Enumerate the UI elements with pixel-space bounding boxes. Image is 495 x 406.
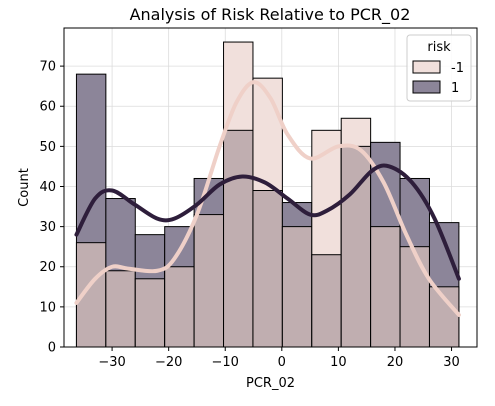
x-tick-label: 30 [443,355,460,370]
bar-risk--1 [399,246,430,348]
bar-risk--1 [134,278,166,348]
kde-line-risk--1 [74,80,461,317]
y-tick-label: 0 [48,341,56,356]
x-tick-label: 0 [278,355,286,370]
bar-risk--1 [370,226,401,348]
kde-curves [74,80,461,317]
y-tick-label: 60 [39,100,56,115]
y-tick-label: 10 [39,300,56,315]
x-tick-label: −30 [98,355,125,370]
x-tick-label: −20 [155,355,182,370]
bar-risk-1 [340,145,372,348]
legend: risk-1 1 [406,34,472,102]
y-tick-label: 50 [39,140,56,155]
legend-label-risk-1: 1 [451,81,459,96]
y-axis: 0 10 20 30 40 50 60 70 [39,60,64,356]
x-tick-label: 20 [387,355,404,370]
x-tick-label: 10 [330,355,347,370]
y-tick-label: 70 [39,60,56,75]
x-axis: −30 −20 −10 0 10 20 30 [98,347,460,370]
y-tick-label: 20 [39,260,56,275]
x-axis-label: PCR_02 [246,376,295,391]
legend-swatch-risk-1 [412,80,441,94]
y-tick-label: 40 [39,180,56,195]
y-tick-label: 30 [39,220,56,235]
y-axis-label: Count [17,168,32,207]
bar-risk-1 [311,254,342,348]
kde-line-risk-1 [74,163,461,281]
bar-risk--1 [193,214,225,348]
bar-risk-1 [252,190,283,348]
legend-title: risk [427,40,451,55]
plot-frame [63,27,478,348]
x-tick-label: −10 [212,355,239,370]
bar-risk--1 [105,270,136,348]
legend-label-risk--1: -1 [451,61,464,76]
bar-risk--1 [164,266,195,348]
legend-swatch-risk--1 [412,60,441,74]
chart-title: Analysis of Risk Relative to PCR_02 [130,5,411,25]
bar-risk--1 [281,226,313,348]
bar-risk-1 [223,129,254,348]
bars [75,41,460,348]
